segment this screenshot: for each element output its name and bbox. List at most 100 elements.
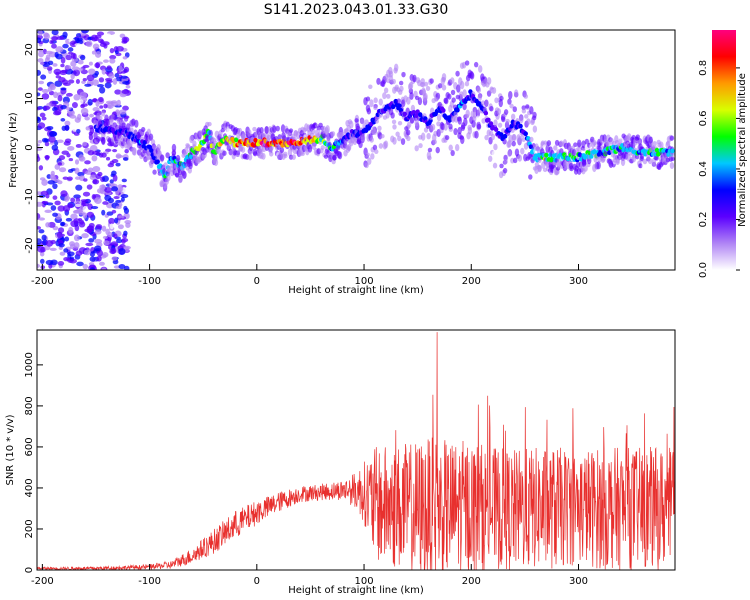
spectrogram-cell	[490, 133, 496, 141]
spectrogram-cell	[454, 143, 460, 152]
spectrogram-cell	[38, 165, 44, 171]
spectrogram-cell	[37, 122, 46, 129]
spectrogram-cell	[82, 212, 88, 219]
spectrogram-cell	[370, 153, 375, 160]
spectrogram-cell	[510, 113, 516, 121]
spectrogram-cell	[359, 119, 365, 125]
spectrogram-cell	[532, 125, 538, 133]
spectrogram-cell	[108, 217, 115, 225]
spectrogram-cell	[499, 163, 504, 169]
spectrogram-cell	[63, 82, 71, 87]
spectrogram-cell	[40, 61, 45, 66]
spectrogram-cell	[86, 211, 95, 218]
spectrogram-cell	[102, 252, 109, 258]
spectrogram-cell	[493, 143, 498, 151]
spectrogram-cell	[70, 197, 76, 203]
spectrogram-cell	[510, 127, 515, 133]
spectrogram-cell	[60, 87, 67, 91]
spectrogram-cell	[396, 98, 401, 104]
spectrogram-cell	[113, 233, 118, 239]
spectrogram-cell	[186, 144, 191, 149]
y-tick-label: 20	[24, 43, 35, 56]
spectrogram-cell	[109, 160, 115, 165]
spectrogram-cell	[340, 131, 345, 138]
spectrogram-cell	[75, 203, 82, 208]
spectrogram-cell	[75, 184, 83, 191]
spectrogram-cell	[52, 63, 58, 67]
spectrogram-cell	[60, 69, 68, 74]
spectrogram-cell	[372, 144, 378, 151]
spectrogram-cell	[89, 267, 95, 270]
spectrogram-cell	[117, 215, 125, 219]
spectrogram-cell	[98, 152, 104, 158]
spectrogram-cell	[120, 197, 125, 202]
spectrogram-cell	[50, 170, 55, 177]
spectrogram-cell	[103, 59, 109, 63]
spectrogram-cell	[113, 196, 120, 200]
spectrogram-cell	[577, 146, 582, 154]
spectrogram-cell	[55, 46, 64, 53]
spectrogram-cell	[511, 133, 517, 141]
spectrogram-cell	[69, 258, 77, 264]
spectrogram-cell	[394, 63, 399, 72]
x-tick-label: 200	[462, 576, 481, 587]
spectrogram-cell	[85, 40, 93, 48]
spectrogram-cell	[77, 59, 84, 65]
spectrogram-cell	[110, 247, 117, 254]
spectrogram-cell	[526, 118, 531, 125]
spectrogram-cell	[494, 97, 499, 104]
spectrogram-cell	[178, 176, 183, 184]
spectrogram-cell	[73, 93, 81, 101]
spectrogram-cell	[525, 104, 530, 109]
spectrogram-cell	[82, 141, 87, 147]
spectrogram-cell	[443, 97, 448, 104]
spectrogram-cell	[89, 251, 95, 258]
spectrogram-cell	[53, 111, 62, 116]
spectrogram-cell	[423, 81, 429, 87]
x-tick-label: 300	[569, 576, 588, 587]
spectrogram-cell	[73, 218, 81, 224]
spectrogram-cell	[652, 141, 657, 147]
spectrogram-cell	[474, 130, 479, 139]
spectrogram-cell	[95, 224, 103, 230]
spectrogram-cell	[37, 263, 40, 268]
spectrogram-cell	[544, 152, 549, 158]
spectrogram-cell	[37, 69, 42, 76]
y-tick-label: 400	[24, 478, 35, 497]
spectrogram-cell	[99, 184, 106, 190]
spectrogram-cell	[70, 213, 78, 220]
spectrogram-cell	[503, 109, 509, 115]
spectrogram-cell	[116, 238, 123, 244]
spectrogram-cell	[45, 222, 51, 228]
spectrogram-cell	[96, 255, 102, 262]
x-tick-label: 300	[569, 276, 588, 287]
spectrogram-cell	[336, 144, 341, 151]
spectrogram-cell	[47, 180, 55, 185]
spectrogram-cell	[70, 60, 77, 67]
spectrogram-cell	[122, 56, 128, 60]
spectrogram-cell	[235, 150, 241, 156]
spectrogram-cell	[64, 236, 70, 242]
spectrogram-cell	[41, 116, 47, 121]
spectrogram-cell	[115, 76, 123, 82]
spectrogram-cell	[368, 84, 373, 90]
spectrogram-cell	[37, 245, 45, 253]
spectrogram-cell	[507, 98, 512, 105]
spectrogram-cell	[46, 66, 53, 71]
spectrogram-cell	[399, 85, 404, 92]
spectrogram-cell	[423, 92, 428, 101]
spectrogram-cell	[92, 107, 100, 112]
spectrogram-cell	[168, 145, 173, 152]
spectrogram-cell	[465, 109, 470, 118]
spectrogram-cell	[98, 115, 103, 122]
spectrogram-cell	[464, 81, 470, 87]
y-tick-label: 1000	[24, 352, 35, 377]
spectrogram-cell	[55, 53, 63, 60]
spectrogram-cell	[37, 87, 43, 91]
spectrogram-cell	[51, 43, 57, 49]
spectrogram-cell	[480, 100, 486, 106]
spectrogram-cell	[392, 124, 397, 130]
spectrogram-cell	[107, 197, 115, 204]
spectrogram-cell	[76, 129, 81, 134]
spectrogram-cell	[114, 89, 122, 95]
